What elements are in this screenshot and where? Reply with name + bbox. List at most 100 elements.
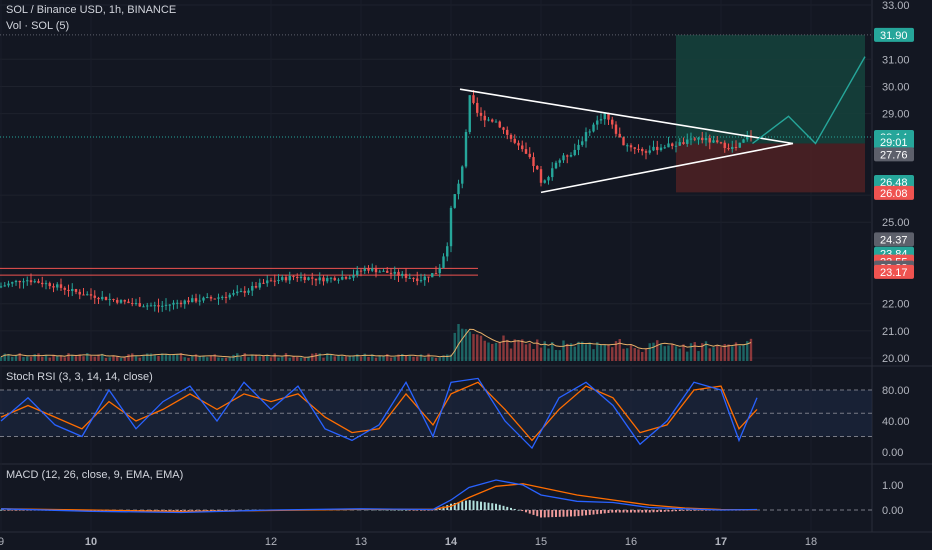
- candle-body: [524, 149, 528, 154]
- candle-body: [296, 276, 299, 279]
- volume-bar: [67, 353, 70, 361]
- candle: [254, 282, 258, 289]
- candle-body: [652, 146, 655, 151]
- candle-body: [629, 145, 633, 148]
- macd-hist-bar: [686, 510, 689, 511]
- volume-bar: [386, 354, 389, 361]
- macd-legend[interactable]: MACD (12, 26, close, 9, EMA, EMA): [6, 469, 184, 481]
- volume-bar: [689, 343, 693, 361]
- candle: [11, 281, 14, 287]
- candle: [524, 142, 528, 154]
- macd-hist-bar: [690, 510, 692, 511]
- candle-body: [566, 155, 569, 157]
- volume-bar: [202, 355, 205, 361]
- volume-bar: [352, 355, 355, 361]
- candle: [329, 276, 333, 283]
- candle-body: [596, 120, 599, 125]
- candle-body: [254, 286, 258, 288]
- candle-body: [176, 302, 179, 304]
- volume-bar: [528, 343, 531, 361]
- candle-body: [59, 284, 63, 288]
- candle: [123, 299, 126, 305]
- candle: [52, 283, 55, 293]
- candle: [37, 278, 40, 284]
- candle: [397, 269, 400, 282]
- volume-bars: [0, 324, 753, 361]
- candle-body: [217, 297, 220, 299]
- volume-bar: [476, 334, 479, 361]
- volume-legend[interactable]: Vol · SOL (5): [6, 20, 70, 32]
- candle: [543, 179, 546, 184]
- candle: [622, 136, 625, 146]
- symbol-title[interactable]: SOL / Binance USD, 1h, BINANCE: [6, 4, 177, 16]
- candle-body: [427, 276, 430, 278]
- candle: [404, 268, 408, 282]
- stoch-rsi-legend[interactable]: Stoch RSI (3, 3, 14, 14, close): [6, 371, 153, 383]
- volume-bar: [206, 357, 209, 361]
- volume-bar: [142, 354, 145, 361]
- candle-body: [611, 119, 614, 125]
- candle-body: [67, 289, 70, 291]
- candle-body: [659, 147, 663, 151]
- macd-hist-bar: [697, 510, 700, 511]
- macd-hist-bar: [705, 510, 707, 511]
- volume-bar: [629, 345, 633, 361]
- candle: [491, 118, 494, 123]
- candle: [633, 147, 636, 155]
- macd-hist-bar: [626, 510, 629, 513]
- candle: [483, 110, 486, 128]
- macd-hist-bar: [708, 510, 711, 511]
- candle: [86, 291, 89, 296]
- candle-body: [348, 277, 351, 279]
- candle: [734, 140, 738, 151]
- volume-bar: [172, 354, 175, 361]
- macd-hist-bar: [11, 510, 14, 511]
- candle: [67, 284, 70, 297]
- candle: [78, 289, 81, 300]
- volume-bar: [307, 356, 310, 361]
- volume-bar: [468, 331, 471, 361]
- volume-bar: [239, 356, 243, 361]
- candle-body: [746, 135, 749, 140]
- macd-hist-bar: [592, 510, 595, 515]
- volume-bar: [637, 349, 640, 361]
- stoch-tick-label: 80.00: [882, 385, 910, 397]
- candle: [599, 113, 603, 124]
- macd-hist-bar: [540, 510, 542, 518]
- macd-hist-bar: [476, 501, 479, 510]
- volume-bar: [697, 351, 700, 361]
- candle-body: [716, 140, 719, 143]
- volume-bar: [299, 357, 303, 361]
- candle-body: [453, 194, 456, 208]
- macd-hist-bar: [221, 510, 224, 511]
- candle-body: [708, 138, 711, 143]
- volume-bar: [82, 356, 85, 361]
- volume-bar: [408, 355, 411, 361]
- candle-body: [153, 305, 156, 307]
- macd-hist-bar: [648, 510, 651, 513]
- macd-hist-bar: [198, 510, 201, 511]
- volume-bar: [127, 354, 130, 361]
- candle: [566, 154, 569, 164]
- volume-bar: [314, 353, 318, 361]
- price-tag-label: 27.76: [880, 149, 908, 161]
- candle-body: [371, 268, 374, 271]
- candle: [82, 287, 85, 296]
- macd-hist-bar: [543, 510, 546, 518]
- candle-body: [712, 140, 715, 143]
- candle-body: [509, 134, 513, 139]
- volume-bar: [217, 357, 220, 361]
- volume-bar: [581, 341, 584, 361]
- candle: [408, 273, 411, 279]
- candle-body: [288, 275, 291, 281]
- candle: [198, 294, 201, 306]
- volume-bar: [517, 340, 520, 361]
- volume-bar: [551, 342, 554, 361]
- candle-body: [164, 304, 168, 306]
- stoch-k-line: [0, 377, 758, 450]
- price-tick-label: 22.00: [882, 299, 910, 311]
- candle-body: [543, 180, 546, 183]
- volume-bar: [153, 354, 156, 361]
- volume-bar: [161, 353, 164, 361]
